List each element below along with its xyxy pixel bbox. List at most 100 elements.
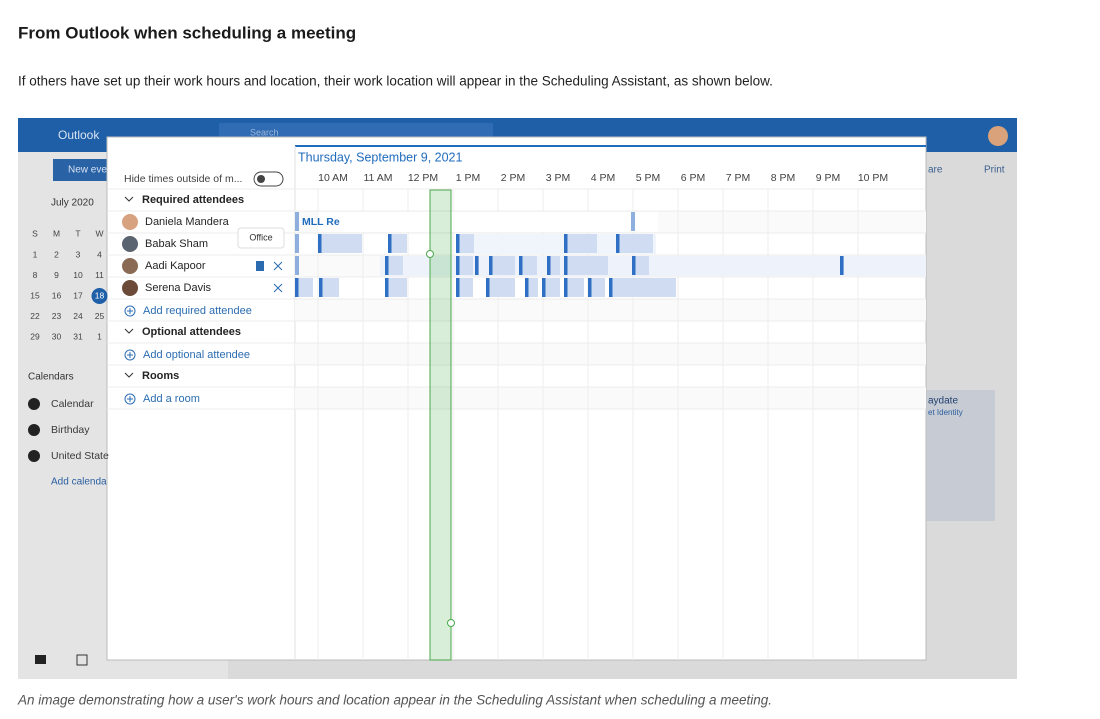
busy-block	[385, 256, 403, 275]
app-name: Outlook	[58, 128, 100, 142]
busy-edge	[632, 256, 636, 275]
busy-edge	[609, 278, 613, 297]
slot-handle[interactable]	[426, 250, 434, 258]
new-event-text: New eve	[68, 165, 107, 176]
busy-edge	[588, 278, 592, 297]
time-label: 10 AM	[318, 172, 348, 184]
slot-handle[interactable]	[447, 619, 455, 627]
date-heading: Thursday, September 9, 2021	[298, 150, 462, 164]
busy-block	[456, 278, 473, 297]
day: 8	[33, 270, 38, 280]
busy-block	[609, 278, 676, 297]
weekday: S	[32, 228, 38, 238]
check	[28, 424, 40, 436]
busy-block	[486, 278, 515, 297]
busy-blocks	[295, 212, 926, 297]
calendar-name: United State	[51, 450, 109, 462]
time-label: 10 PM	[858, 172, 888, 184]
add-calendar: Add calenda	[51, 477, 107, 488]
calendar-name: Birthday	[51, 424, 90, 436]
weekday: T	[75, 228, 80, 238]
mail-icon	[35, 655, 46, 664]
day: 16	[52, 290, 62, 300]
busy-block	[564, 278, 584, 297]
office-icon	[256, 261, 264, 271]
busy-block	[319, 278, 339, 297]
time-label: 5 PM	[636, 172, 661, 184]
busy-block	[542, 278, 560, 297]
weekday: M	[53, 228, 60, 238]
required-header[interactable]: Required attendees	[142, 194, 244, 206]
busy-block	[564, 256, 608, 275]
busy-edge	[319, 278, 323, 297]
month-label: July 2020	[51, 198, 94, 209]
busy-edge	[385, 256, 389, 275]
share-text: are	[928, 165, 943, 176]
tentative-block	[295, 234, 299, 253]
heading: From Outlook when scheduling a meeting	[18, 23, 356, 42]
day: 3	[76, 249, 81, 259]
avatar	[122, 214, 138, 230]
day: 15	[30, 290, 40, 300]
busy-block	[616, 234, 653, 253]
busy-edge	[388, 234, 392, 253]
busy-edge	[547, 256, 551, 275]
busy-edge	[385, 278, 389, 297]
rooms-header[interactable]: Rooms	[142, 370, 179, 382]
event-card	[926, 390, 995, 521]
busy-block	[388, 234, 407, 253]
busy-edge	[489, 256, 493, 275]
check	[28, 398, 40, 410]
day: 10	[73, 270, 83, 280]
weekday: W	[95, 228, 103, 238]
calendar-icon	[76, 654, 88, 666]
busy-edge	[318, 234, 322, 253]
time-label: 4 PM	[591, 172, 616, 184]
tentative-block	[295, 256, 299, 275]
busy-edge	[564, 278, 568, 297]
busy-edge	[616, 234, 620, 253]
busy-block	[519, 256, 537, 275]
profile-avatar	[988, 126, 1008, 146]
event-title: aydate	[928, 396, 958, 407]
work-hours	[318, 212, 658, 232]
event-sub: et Identity	[928, 408, 963, 417]
busy-edge	[456, 256, 460, 275]
day: 9	[54, 270, 59, 280]
day: 2	[54, 249, 59, 259]
toggle-knob	[257, 175, 265, 183]
busy-block	[489, 256, 515, 275]
calendars-header: Calendars	[28, 372, 74, 383]
meeting-slot[interactable]	[429, 189, 452, 661]
print-text: Print	[984, 165, 1005, 176]
today	[91, 288, 108, 304]
busy-block	[456, 234, 474, 253]
time-label: 2 PM	[501, 172, 526, 184]
add-required[interactable]: Add required attendee	[143, 305, 252, 317]
scheduling-dialog: Thursday, September 9, 2021 Hide times o…	[106, 136, 927, 661]
day: 29	[30, 331, 40, 341]
remove-icons[interactable]	[273, 261, 283, 293]
busy-block	[564, 234, 597, 253]
work-hours	[456, 234, 656, 254]
tooltip-text: Office	[249, 232, 272, 242]
busy-edge	[564, 234, 568, 253]
hide-times-label: Hide times outside of m...	[124, 173, 242, 185]
add-room[interactable]: Add a room	[143, 393, 200, 405]
day: 1	[33, 249, 38, 259]
optional-header[interactable]: Optional attendees	[142, 326, 241, 338]
row-band	[295, 343, 926, 365]
row-band	[295, 387, 926, 409]
busy-edge	[564, 256, 568, 275]
chevrons	[124, 196, 134, 378]
tentative-block	[631, 212, 635, 231]
time-label: 9 PM	[816, 172, 841, 184]
day: 22	[30, 311, 40, 321]
attendee-name: Serena Davis	[145, 282, 212, 294]
busy-edge	[456, 234, 460, 253]
attendee-name: Babak Sham	[145, 238, 208, 250]
avatar	[122, 236, 138, 252]
add-optional[interactable]: Add optional attendee	[143, 349, 250, 361]
